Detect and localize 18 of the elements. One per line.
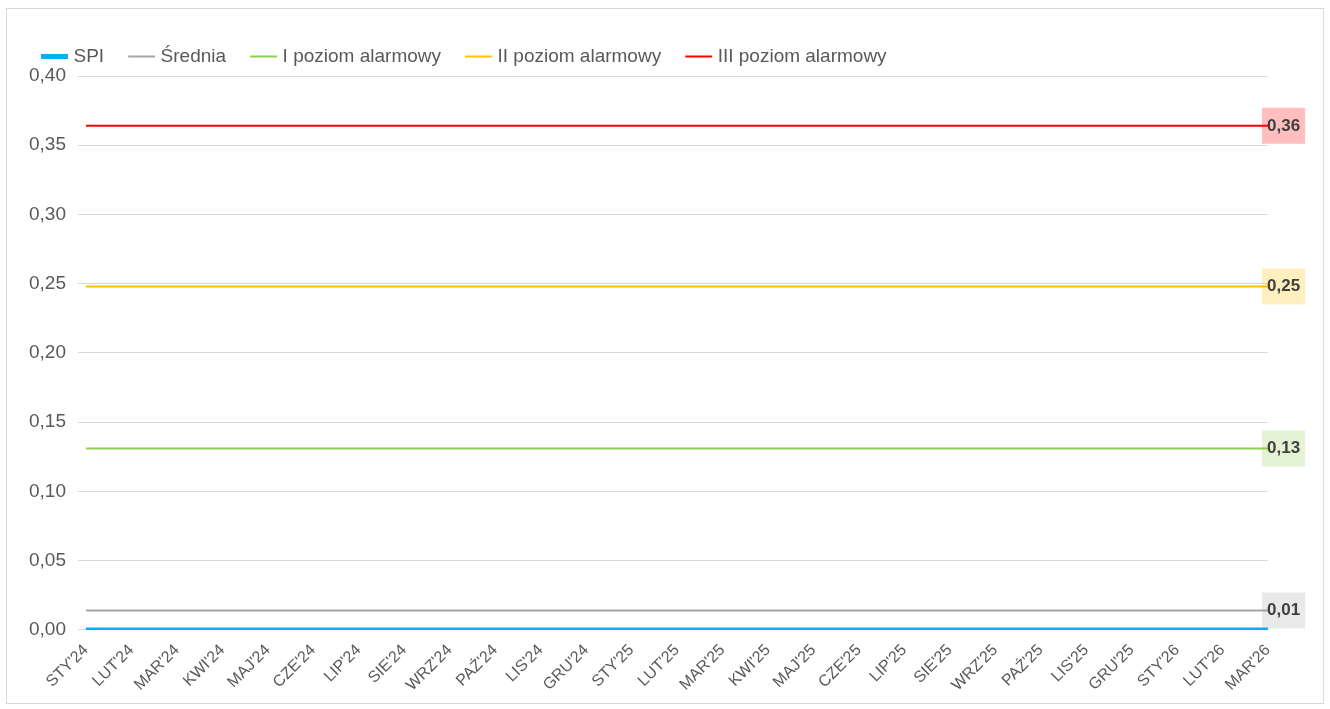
- data-label: 0,25: [1267, 276, 1301, 296]
- legend-label: SPI: [73, 44, 105, 66]
- data-label: 0,36: [1267, 115, 1301, 135]
- y-tick-label: 0,00: [29, 618, 66, 640]
- y-tick-label: 0,10: [29, 479, 66, 501]
- legend-label: III poziom alarmowy: [717, 44, 888, 66]
- y-tick-label: 0,05: [29, 548, 66, 570]
- y-tick-label: 0,30: [29, 202, 66, 224]
- y-tick-label: 0,35: [29, 133, 66, 155]
- legend-label: Średnia: [160, 44, 227, 66]
- y-tick-label: 0,20: [29, 341, 66, 363]
- legend-label: I poziom alarmowy: [282, 44, 442, 66]
- y-tick-label: 0,15: [29, 410, 66, 432]
- y-tick-label: 0,25: [29, 271, 66, 293]
- y-tick-label: 0,40: [29, 64, 66, 86]
- data-label: 0,13: [1267, 438, 1301, 458]
- data-label: 0,01: [1267, 600, 1301, 620]
- legend-label: II poziom alarmowy: [497, 44, 662, 66]
